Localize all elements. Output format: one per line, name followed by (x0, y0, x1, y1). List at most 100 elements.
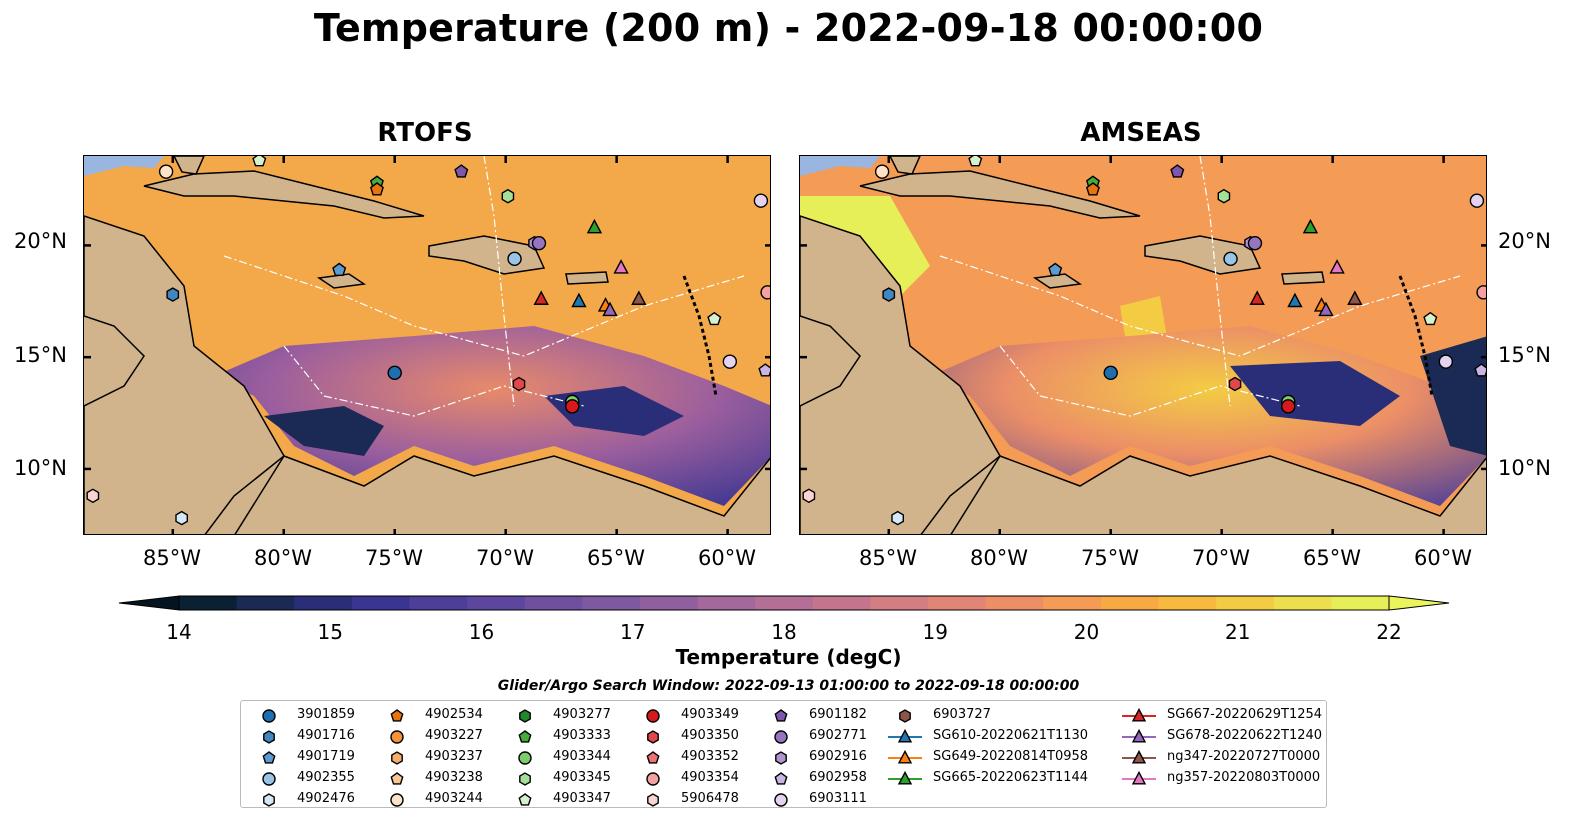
platform-marker-4903347 (1423, 311, 1438, 326)
legend-marker (390, 709, 404, 722)
lon-label-75w-right: 75°W (1081, 546, 1139, 570)
colorbar-segment (1273, 596, 1332, 610)
platform-marker-ng357-20220803t0000 (613, 259, 629, 274)
eez-boundary-2 (999, 345, 1301, 417)
platform-marker-6901182 (1170, 164, 1185, 178)
circle-marker-icon (774, 730, 788, 744)
legend-label: 4903237 (425, 749, 483, 764)
platform-marker-4902534 (1085, 182, 1100, 196)
legend-label: 4903227 (425, 728, 483, 743)
circle-marker-icon (390, 793, 404, 807)
legend-label: SG649-20220814T0958 (933, 749, 1089, 764)
pentagon-marker-icon (518, 793, 532, 806)
legend-label: 4901716 (297, 728, 355, 743)
legend-label: 4903333 (553, 728, 611, 743)
legend-marker (519, 709, 531, 723)
circle-marker-icon (262, 709, 276, 723)
legend-label: 4903350 (681, 728, 739, 743)
triangle-marker-icon (1122, 707, 1156, 722)
legend-label: 6903727 (933, 707, 991, 722)
cold-core-far-east (1420, 336, 1486, 456)
legend: 3901859 4901716 4901719 4902355 4902476 49025… (240, 700, 1327, 808)
triangle-marker-icon (888, 770, 922, 785)
colorbar-segment (1043, 596, 1102, 610)
colorbar-tick-label: 14 (166, 620, 192, 644)
platform-marker-sg665-20220623t1144 (586, 218, 603, 234)
triangle-marker-icon (1122, 770, 1156, 785)
colorbar-tick-label: 18 (771, 620, 797, 644)
hexagon-marker-icon (263, 730, 275, 744)
platform-marker-5906478 (802, 488, 816, 504)
colorbar-segment (1216, 596, 1275, 610)
legend-marker (646, 751, 660, 764)
platform-marker-sg665-20220623t1144 (1302, 218, 1319, 234)
colorbar-tick-label: 20 (1073, 620, 1100, 644)
legend-marker (774, 709, 788, 722)
platform-marker-ng357-20220803t0000 (1329, 259, 1345, 274)
platform-marker-4901716 (882, 287, 896, 302)
land-south-america (950, 455, 1486, 534)
legend-marker (262, 709, 276, 723)
lon-label-65w-right: 65°W (1303, 546, 1361, 570)
lon-label-75w-left: 75°W (365, 546, 423, 570)
colorbar-tick-label: 22 (1376, 620, 1402, 644)
lon-label-85w-left: 85°W (143, 546, 201, 570)
land-florida (889, 156, 921, 175)
legend-marker (899, 709, 911, 723)
map-panel-rtofs (83, 155, 771, 535)
lat-label-15n-left: 15°N (14, 343, 67, 367)
triangle-marker-icon (1122, 728, 1156, 743)
legend-marker (1131, 707, 1147, 722)
hexagon-marker-icon (647, 730, 659, 744)
platform-marker-6902958 (1474, 363, 1486, 377)
platform-marker-4903349 (1281, 399, 1296, 414)
lat-label-10n-right: 10°N (1498, 456, 1551, 480)
eez-boundary (223, 255, 745, 357)
lat-label-20n-right: 20°N (1498, 229, 1551, 253)
legend-label: ng347-20220727T0000 (1167, 749, 1321, 764)
circle-marker-icon (518, 751, 532, 765)
land-puerto-rico (1281, 271, 1325, 285)
legend-label: 4903352 (681, 749, 739, 764)
land-south-america (234, 455, 770, 534)
legend-label: SG665-20220623T1144 (933, 770, 1089, 785)
cold-core-east (1230, 361, 1400, 426)
legend-label: 4902534 (425, 707, 483, 722)
platform-marker-4902355 (507, 251, 522, 267)
colorbar-tick-label: 21 (1225, 620, 1251, 644)
triangle-marker-icon (888, 728, 922, 743)
pentagon-marker-icon (646, 751, 660, 764)
lon-label-65w-left: 65°W (587, 546, 645, 570)
circle-marker-icon (390, 730, 404, 744)
hexagon-marker-icon (519, 709, 531, 723)
legend-label: 4903347 (553, 791, 611, 806)
map-markers-amseas (802, 156, 1486, 526)
legend-marker (518, 751, 532, 765)
legend-marker (1131, 770, 1147, 785)
platform-marker-4903244 (158, 164, 174, 179)
colorbar-segment (582, 596, 641, 610)
platform-marker-4903349 (565, 399, 580, 414)
legend-label: ng357-20220803T0000 (1167, 770, 1321, 785)
legend-marker (647, 730, 659, 744)
platform-marker-4903354 (760, 285, 770, 300)
legend-label: 4903244 (425, 791, 483, 806)
map-markers-rtofs (86, 156, 770, 526)
platform-marker-4901719 (1048, 262, 1063, 277)
hexagon-marker-icon (899, 709, 911, 723)
pentagon-marker-icon (774, 772, 788, 785)
platform-marker-4902355 (1223, 251, 1238, 267)
platform-marker-4903347 (707, 311, 722, 326)
legend-marker (518, 793, 532, 806)
map-ticks-rtofs (84, 156, 770, 534)
circle-marker-icon (774, 793, 788, 807)
lat-label-20n-left: 20°N (14, 229, 67, 253)
colorbar-segment (351, 596, 410, 610)
legend-title: Glider/Argo Search Window: 2022-09-13 01… (497, 678, 1080, 694)
colorbar-segment (928, 596, 987, 610)
legend-label: 4903349 (681, 707, 739, 722)
platform-marker-sg678-20220622t1240 (602, 301, 618, 317)
legend-label: 6902916 (809, 749, 867, 764)
colorbar-segment (179, 596, 238, 610)
platform-marker-5906478 (86, 488, 100, 504)
